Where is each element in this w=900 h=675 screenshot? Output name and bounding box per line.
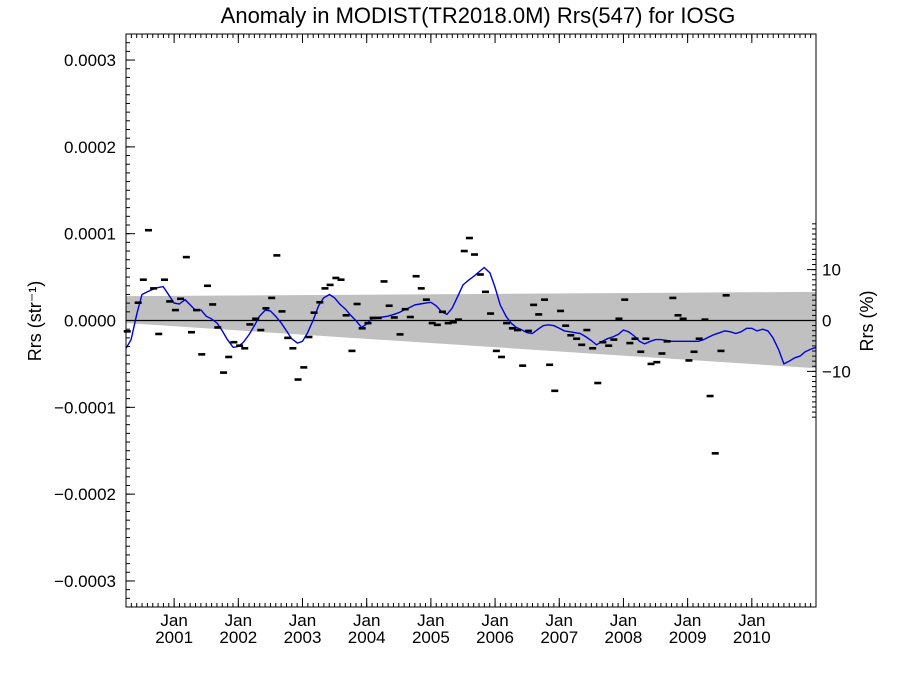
x-tick-label-year: 2006 (476, 628, 514, 647)
uncertainty-band-layer (126, 291, 816, 369)
uncertainty-band (126, 291, 816, 369)
y-tick-label: 0.0000 (64, 312, 116, 331)
x-tick-label-month: Jan (610, 611, 637, 630)
x-tick-label-year: 2010 (733, 628, 771, 647)
x-axis: Jan2001Jan2002Jan2003Jan2004Jan2005Jan20… (125, 34, 817, 647)
x-tick-label-month: Jan (225, 611, 252, 630)
x-tick-label-month: Jan (353, 611, 380, 630)
y-tick-label: −0.0003 (54, 572, 116, 591)
x-tick-label-year: 2007 (540, 628, 578, 647)
y-right-tick-label: 10 (822, 261, 841, 280)
x-tick-label-month: Jan (546, 611, 573, 630)
x-tick-label-month: Jan (481, 611, 508, 630)
x-tick-label-month: Jan (160, 611, 187, 630)
y-tick-label: 0.0003 (64, 51, 116, 70)
x-tick-label-year: 2003 (284, 628, 322, 647)
chart-title: Anomaly in MODIST(TR2018.0M) Rrs(547) fo… (221, 3, 736, 28)
x-tick-label-year: 2005 (412, 628, 450, 647)
x-tick-label-month: Jan (738, 611, 765, 630)
y-right-tick-label: −10 (822, 362, 851, 381)
left-y-axis: 0.0003 0.0002 0.0001 0.0000 −0.0001 −0.0002 −0… (54, 33, 135, 608)
x-tick-label-year: 2002 (219, 628, 257, 647)
y-tick-label: −0.0002 (54, 485, 116, 504)
x-tick-label-year: 2009 (669, 628, 707, 647)
x-tick-label-month: Jan (417, 611, 444, 630)
x-tick-label-month: Jan (289, 611, 316, 630)
x-tick-label-month: Jan (674, 611, 701, 630)
y-right-tick-label: 0 (822, 312, 831, 331)
right-y-axis: 10 0 −10 (807, 223, 851, 418)
y-tick-label: −0.0001 (54, 398, 116, 417)
points-layer (123, 228, 730, 455)
y-axis-label-right: Rrs (%) (857, 291, 877, 352)
y-axis-label-left: Rrs (str⁻¹) (25, 281, 45, 361)
smoothed-line-layer (125, 266, 817, 365)
x-tick-label-year: 2001 (155, 628, 193, 647)
x-tick-label-year: 2004 (348, 628, 386, 647)
y-tick-label: 0.0001 (64, 225, 116, 244)
x-tick-label-year: 2008 (605, 628, 643, 647)
y-tick-label: 0.0002 (64, 138, 116, 157)
smoothed-line (125, 266, 817, 365)
